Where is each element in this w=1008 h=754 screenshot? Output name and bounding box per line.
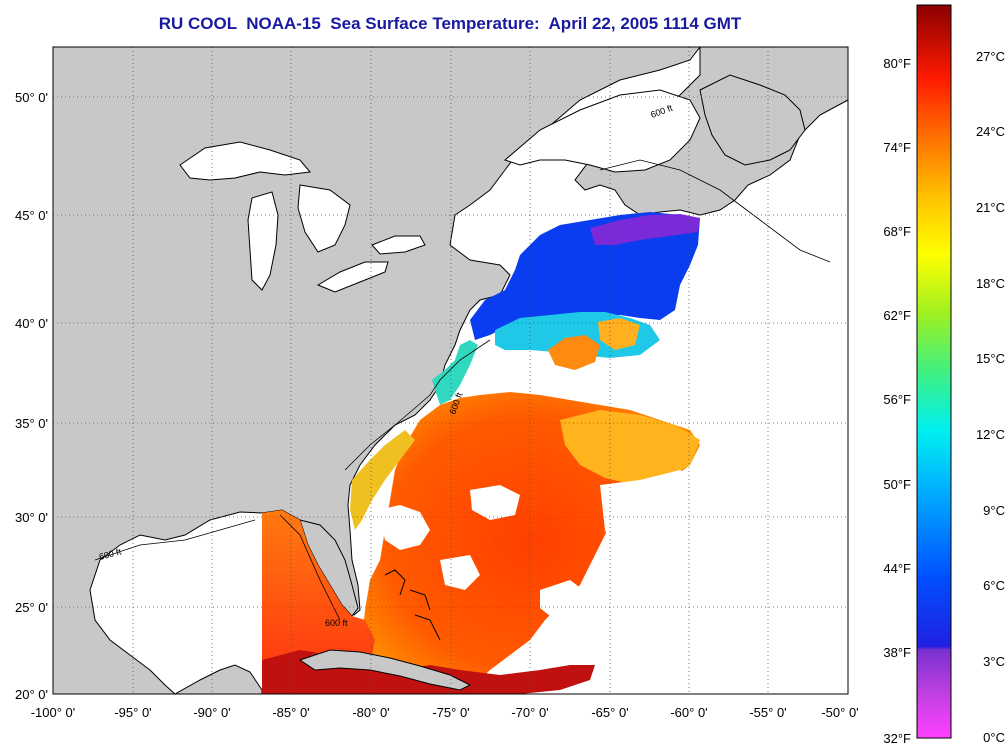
fahrenheit-label: 32°F	[883, 731, 911, 746]
cloud-gap-4	[540, 580, 590, 620]
celsius-label: 3°C	[983, 654, 1005, 669]
lat-label: 20° 0'	[15, 687, 48, 702]
fahrenheit-label: 74°F	[883, 140, 911, 155]
graticule	[53, 47, 848, 694]
fahrenheit-label: 68°F	[883, 224, 911, 239]
fahrenheit-label: 38°F	[883, 645, 911, 660]
celsius-label: 6°C	[983, 578, 1005, 593]
north-america-land	[53, 47, 701, 694]
cloud-gap-1	[378, 505, 430, 550]
lake-huron	[297, 184, 351, 253]
cloud-gap-2	[470, 485, 520, 520]
celsius-label: 9°C	[983, 503, 1005, 518]
celsius-label: 21°C	[976, 200, 1005, 215]
fahrenheit-label: 44°F	[883, 561, 911, 576]
celsius-label: 12°C	[976, 427, 1005, 442]
sst-sargasso-yellow	[560, 410, 700, 485]
colorbar-fahrenheit-labels: 80°F 74°F 68°F 62°F 56°F 50°F 44°F 38°F …	[883, 56, 911, 746]
fahrenheit-label: 80°F	[883, 56, 911, 71]
cloud-gap-3	[600, 470, 700, 560]
sst-purple-coast	[590, 214, 700, 245]
lake-ontario	[371, 235, 426, 255]
st-lawrence-gulf	[504, 89, 701, 173]
lon-label: -65° 0'	[591, 705, 628, 720]
newfoundland-land	[699, 74, 806, 166]
isobath-line	[94, 159, 831, 621]
lon-label: -80° 0'	[352, 705, 389, 720]
colorbar: 80°F 74°F 68°F 62°F 56°F 50°F 44°F 38°F …	[883, 4, 1005, 746]
lake-michigan	[247, 191, 279, 291]
cuba-land	[298, 649, 472, 691]
lon-label: -70° 0'	[511, 705, 548, 720]
lat-label: 30° 0'	[15, 510, 48, 525]
colorbar-gradient	[916, 4, 952, 739]
lat-label: 25° 0'	[15, 600, 48, 615]
sst-nearshore-yellow	[350, 430, 415, 530]
sst-gulf-of-mexico	[262, 510, 375, 694]
lake-superior	[179, 141, 311, 181]
fahrenheit-label: 56°F	[883, 392, 911, 407]
celsius-label: 0°C	[983, 730, 1005, 745]
lat-label: 35° 0'	[15, 416, 48, 431]
lon-label: -85° 0'	[272, 705, 309, 720]
lon-label: -75° 0'	[432, 705, 469, 720]
fahrenheit-label: 50°F	[883, 477, 911, 492]
map-frame	[52, 46, 849, 695]
colorbar-celsius-labels: 27°C 24°C 21°C 18°C 15°C 12°C 9°C 6°C 3°…	[976, 49, 1005, 745]
bahamas-islands	[384, 569, 441, 641]
celsius-label: 27°C	[976, 49, 1005, 64]
fahrenheit-label: 62°F	[883, 308, 911, 323]
sst-warm-eddy-2	[598, 318, 640, 350]
lon-label: -95° 0'	[114, 705, 151, 720]
sst-midatlantic-shelf	[432, 340, 478, 405]
lon-label: -100° 0'	[31, 705, 76, 720]
lon-label: -60° 0'	[670, 705, 707, 720]
celsius-label: 24°C	[976, 124, 1005, 139]
celsius-label: 18°C	[976, 276, 1005, 291]
lon-label: -50° 0'	[821, 705, 858, 720]
map-title: RU COOL NOAA-15 Sea Surface Temperature:…	[158, 14, 742, 33]
sst-warm-eddy	[548, 335, 600, 370]
lake-erie	[316, 261, 389, 293]
lat-label: 50° 0'	[15, 90, 48, 105]
lon-label: -55° 0'	[749, 705, 786, 720]
lat-label: 45° 0'	[15, 208, 48, 223]
lon-label: -90° 0'	[193, 705, 230, 720]
celsius-label: 15°C	[976, 351, 1005, 366]
cloud-gap-5	[440, 555, 480, 590]
isobath-label-3: 600 ft	[325, 618, 348, 628]
lat-label: 40° 0'	[15, 316, 48, 331]
longitude-labels: -100° 0' -95° 0' -90° 0' -85° 0' -80° 0'…	[31, 705, 859, 720]
latitude-labels: 50° 0' 45° 0' 40° 0' 35° 0' 30° 0' 25° 0…	[15, 90, 48, 702]
sst-cold-region	[470, 212, 700, 340]
